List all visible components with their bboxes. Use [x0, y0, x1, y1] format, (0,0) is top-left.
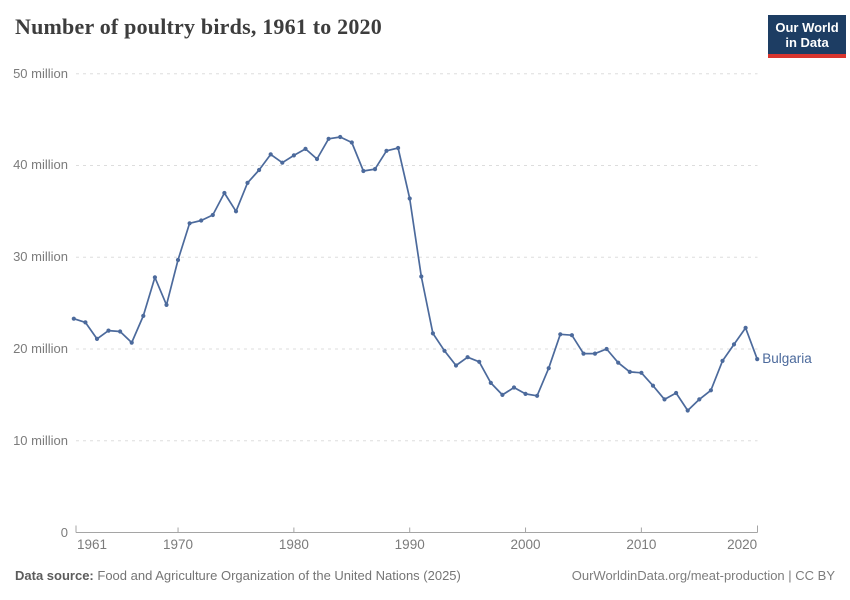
data-point — [477, 359, 482, 364]
y-axis-label: 10 million — [13, 432, 68, 448]
data-source-note: Data source: Food and Agriculture Organi… — [15, 568, 461, 583]
data-point — [129, 340, 134, 345]
series-label-bulgaria[interactable]: Bulgaria — [762, 351, 812, 367]
data-point — [361, 168, 366, 174]
data-line — [72, 136, 759, 412]
data-point — [627, 369, 632, 374]
y-axis-label: 20 million — [13, 340, 68, 356]
data-point — [291, 153, 296, 158]
x-axis-label: 2010 — [626, 537, 657, 552]
data-point — [453, 363, 459, 368]
data-point — [338, 134, 343, 140]
data-point — [384, 148, 389, 153]
data-point — [430, 331, 435, 336]
data-point — [569, 333, 575, 338]
data-point — [419, 274, 424, 279]
data-point — [396, 145, 401, 151]
data-point — [731, 342, 737, 347]
data-source-label: Data source: — [15, 568, 94, 583]
data-point — [465, 355, 470, 360]
data-point — [581, 351, 586, 356]
data-point — [650, 383, 656, 388]
data-point — [708, 388, 714, 393]
data-point — [303, 146, 308, 151]
data-point — [257, 167, 262, 173]
owid-logo[interactable]: Our World in Data — [768, 15, 846, 58]
attribution-link[interactable]: OurWorldinData.org/meat-production | CC … — [571, 568, 835, 583]
x-axis-label: 1990 — [394, 537, 425, 552]
owid-logo-line1: Our World — [775, 20, 839, 35]
data-point — [558, 332, 563, 337]
data-point — [175, 257, 181, 263]
x-axis-label: 1980 — [278, 537, 309, 552]
data-point — [141, 313, 146, 318]
data-point — [685, 408, 690, 413]
data-point — [83, 320, 88, 325]
data-point — [535, 393, 540, 398]
owid-logo-line2: in Data — [785, 35, 829, 51]
data-point — [118, 329, 123, 334]
y-axis-label: 30 million — [13, 249, 68, 265]
y-axis-label: 0 — [60, 524, 68, 540]
x-axis-label: 1970 — [163, 537, 194, 552]
page-title: Number of poultry birds, 1961 to 2020 — [15, 14, 382, 39]
data-point — [755, 357, 760, 362]
data-point — [187, 221, 192, 226]
data-point — [697, 397, 702, 402]
y-axis-label: 50 million — [13, 65, 68, 81]
data-point — [523, 391, 528, 396]
data-point — [233, 209, 239, 214]
data-point — [407, 196, 412, 201]
data-point — [326, 136, 331, 141]
data-point — [546, 366, 551, 371]
x-axis-label: 2020 — [727, 537, 758, 552]
data-point — [71, 316, 76, 321]
data-point — [349, 140, 354, 145]
x-axis-label: 1961 — [77, 537, 108, 552]
data-point — [210, 212, 215, 218]
data-point — [442, 348, 447, 353]
data-point — [94, 336, 100, 341]
data-point — [152, 275, 157, 280]
data-point — [592, 351, 598, 356]
data-point — [268, 152, 273, 157]
data-point — [674, 390, 679, 396]
data-point — [280, 160, 285, 165]
data-point — [743, 325, 748, 330]
data-point — [488, 380, 493, 385]
chart-footer: Data source: Food and Agriculture Organi… — [0, 568, 850, 590]
data-point — [164, 302, 169, 307]
data-point — [511, 385, 517, 390]
data-point — [314, 156, 320, 162]
data-point — [500, 392, 505, 397]
data-point — [662, 397, 667, 402]
data-point — [639, 370, 644, 375]
data-point — [372, 167, 378, 172]
x-axis-label: 2000 — [510, 537, 541, 552]
data-point — [199, 218, 204, 223]
data-point — [604, 346, 609, 352]
data-point — [616, 360, 621, 365]
data-point — [106, 328, 111, 333]
data-point — [720, 358, 725, 363]
y-axis-label: 40 million — [13, 157, 68, 173]
data-source-text: Food and Agriculture Organization of the… — [97, 568, 461, 583]
data-point — [222, 190, 227, 196]
data-point — [245, 180, 250, 185]
